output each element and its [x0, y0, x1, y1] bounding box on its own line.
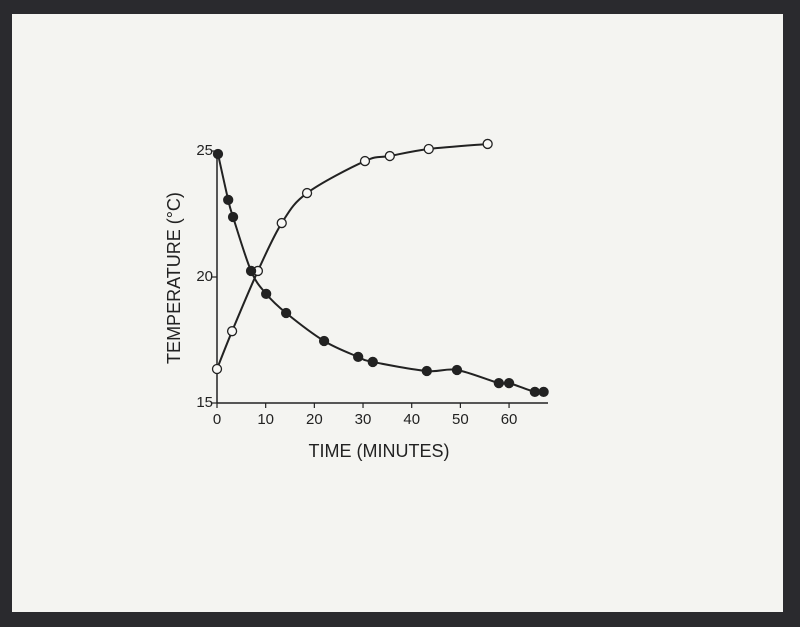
x-tick-label: 50: [452, 411, 469, 428]
x-axis-label: TIME (MINUTES): [309, 441, 450, 461]
data-point: [421, 365, 432, 377]
data-point: [261, 288, 272, 300]
data-point: [280, 307, 292, 319]
y-tick-label: 25: [196, 142, 213, 159]
data-point: [276, 217, 287, 229]
data-point: [482, 138, 493, 150]
data-point: [538, 386, 549, 398]
x-tick-label: 10: [257, 411, 274, 428]
data-point: [301, 187, 313, 199]
x-tick-label: 40: [403, 411, 420, 428]
data-point: [226, 326, 238, 337]
data-point: [211, 363, 223, 375]
data-point: [451, 364, 463, 376]
data-point: [245, 265, 257, 277]
data-point: [384, 150, 395, 162]
data-point: [227, 211, 239, 223]
data-point: [353, 351, 364, 363]
data-point: [212, 148, 224, 160]
data-point: [223, 194, 234, 206]
y-axis-label: TEMPERATURE (°C): [164, 192, 184, 364]
data-point: [367, 356, 378, 368]
y-tick-label: 15: [196, 394, 213, 411]
data-point: [503, 377, 515, 389]
x-tick-label: 60: [501, 411, 518, 428]
data-point: [423, 143, 434, 155]
x-tick-label: 20: [306, 411, 323, 428]
x-tick-label: 30: [355, 411, 372, 428]
data-point: [493, 377, 504, 389]
data-point: [529, 386, 541, 398]
x-tick-label: 0: [213, 411, 221, 428]
y-tick-label: 20: [196, 268, 213, 285]
data-point: [359, 155, 371, 167]
data-point: [318, 335, 330, 347]
paper: [12, 14, 783, 612]
